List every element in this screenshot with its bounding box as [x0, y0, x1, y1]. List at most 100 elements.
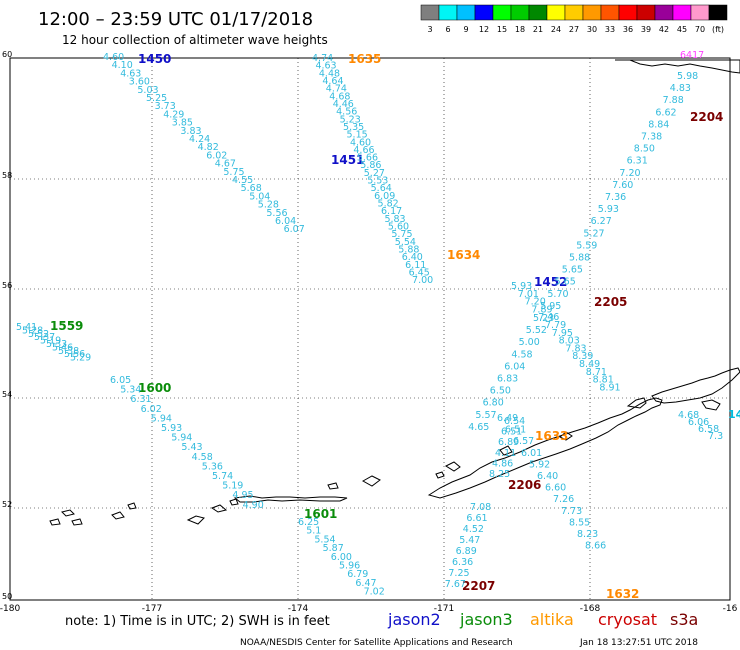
wave-height-value: 4.90 [243, 500, 264, 511]
wave-height-value: 6.79 [347, 569, 368, 580]
wave-height-value: 5.60 [388, 222, 409, 233]
wave-height-value: 4.10 [112, 60, 133, 71]
wave-height-value: 5.70 [547, 289, 568, 300]
track-time-label: 1559 [50, 319, 83, 333]
wave-height-value: 4.74 [326, 84, 347, 95]
colorbar-label: 36 [623, 25, 633, 34]
lon-label: -180 [0, 604, 20, 614]
colorbar-label: 33 [605, 25, 615, 34]
lon-label: -168 [580, 604, 601, 614]
wave-height-value: 6.06 [688, 417, 709, 428]
wave-height-value: 3.60 [129, 77, 150, 88]
wave-height-value: 6.17 [381, 206, 402, 217]
wave-height-value: 5.75 [391, 229, 412, 240]
lat-label: 50 [2, 592, 12, 601]
wave-height-value: 7.02 [364, 587, 385, 598]
legend-jason2: jason2 [387, 610, 441, 629]
wave-height-value: 5.27 [364, 168, 385, 179]
wave-height-value: 6.11 [405, 260, 426, 271]
lon-label: -16 [723, 604, 738, 614]
wave-height-value: 5.04 [249, 191, 270, 202]
track-time-label: 14 [728, 408, 740, 421]
track-time-label: 2205 [594, 295, 627, 309]
wave-height-value: 6.05 [110, 375, 131, 386]
wave-height-value: 5.23 [533, 313, 554, 324]
wave-height-value: 4.64 [322, 76, 343, 87]
wave-height-value: 5.19 [222, 481, 243, 492]
wave-height-value: 6.02 [206, 150, 227, 161]
wave-height-value: 5.56 [266, 208, 287, 219]
wave-height-value: 5.34 [120, 385, 141, 396]
wave-height-value: 5.35 [343, 122, 364, 133]
wave-height-value: 6.00 [331, 552, 352, 563]
colorbar-label: 39 [641, 25, 651, 34]
wave-height-value: 6.27 [591, 216, 612, 227]
wave-height-value: 4.58 [192, 452, 213, 463]
colorbar-swatch [546, 4, 566, 21]
wave-height-value: 8.39 [572, 351, 593, 362]
track-time-label: 1451 [331, 153, 364, 167]
wave-height-value: 4.52 [463, 524, 484, 535]
wave-height-value: 5.98 [677, 71, 698, 82]
colorbar-swatch [618, 4, 638, 21]
footer-credit: NOAA/NESDIS Center for Satellite Applica… [240, 638, 513, 648]
lat-label: 54 [2, 390, 12, 399]
wave-height-value: 4.58 [511, 349, 532, 360]
wave-height-value: 7.46 [538, 312, 559, 323]
wave-height-value: 8.66 [585, 541, 606, 552]
wave-height-value: 4.29 [163, 109, 184, 120]
wave-height-value: 8.91 [599, 382, 620, 393]
wave-height-value: 6.54 [504, 416, 525, 427]
wave-height-value: 8.25 [489, 469, 510, 480]
wave-height-value: 4.56 [336, 107, 357, 118]
legend-jason3: jason3 [459, 610, 513, 629]
track-time-label: 2206 [508, 478, 541, 492]
wave-height-value: 7.83 [565, 343, 586, 354]
track-time-label: 1450 [138, 52, 171, 66]
wave-height-value: 5.53 [367, 176, 388, 187]
wave-height-value: 6.04 [504, 361, 525, 372]
wave-height-value: 5.46 [52, 342, 73, 353]
colorbar-swatch [690, 4, 710, 21]
wave-height-value: 5.23 [340, 114, 361, 125]
wave-height-value: 8.50 [634, 144, 655, 155]
wave-height-value: 6.57 [513, 436, 534, 447]
wave-height-value: 8.49 [579, 359, 600, 370]
wave-height-value: 6.36 [452, 557, 473, 568]
wave-height-value: 4.24 [189, 134, 210, 145]
wave-height-value: 8.84 [648, 119, 669, 130]
wave-height-value: 6.45 [409, 267, 430, 278]
colorbar-swatch [708, 4, 728, 21]
lat-label: 60 [2, 50, 12, 59]
colorbar-label: 15 [497, 25, 507, 34]
lon-label: -171 [434, 604, 454, 614]
wave-height-value: 6.01 [521, 448, 542, 459]
lat-label: 58 [2, 171, 12, 180]
wave-height-value: 7.88 [663, 95, 684, 106]
colorbar-label: 6 [445, 25, 450, 34]
wave-height-value: 6.50 [490, 386, 511, 397]
wave-height-value: 7.89 [531, 304, 552, 315]
wave-height-value: 5.33 [46, 339, 67, 350]
colorbar-label: 45 [677, 25, 687, 34]
wave-height-value: 5.43 [181, 442, 202, 453]
wave-height-value: 6417 [680, 50, 704, 61]
wave-height-value: 5.27 [583, 228, 604, 239]
wave-height-value: 3.85 [172, 118, 193, 129]
wave-height-value: 5.96 [339, 561, 360, 572]
wave-height-value: 5.37 [34, 332, 55, 343]
satellite-legend: jason2 jason3 altika cryosat s3a [387, 610, 698, 629]
wave-height-value: 4.60 [350, 137, 371, 148]
colorbar-label: 70 [695, 25, 705, 34]
colorbar-swatch [600, 4, 620, 21]
wave-height-value: 5.64 [371, 183, 392, 194]
wave-height-value: 6.02 [141, 404, 162, 415]
wave-height-value: 6.09 [374, 191, 395, 202]
wave-height-value: 8.71 [586, 367, 607, 378]
colorbar-label: 12 [479, 25, 489, 34]
wave-height-value: 5.75 [223, 167, 244, 178]
wave-height-value: 7.3 [708, 431, 723, 442]
wave-height-value: 7.79 [545, 320, 566, 331]
lat-lon-grid: 60 58 56 54 52 50 -180 -177 -174 -171 -168 -16 [0, 50, 738, 614]
colorbar-swatch [672, 4, 692, 21]
